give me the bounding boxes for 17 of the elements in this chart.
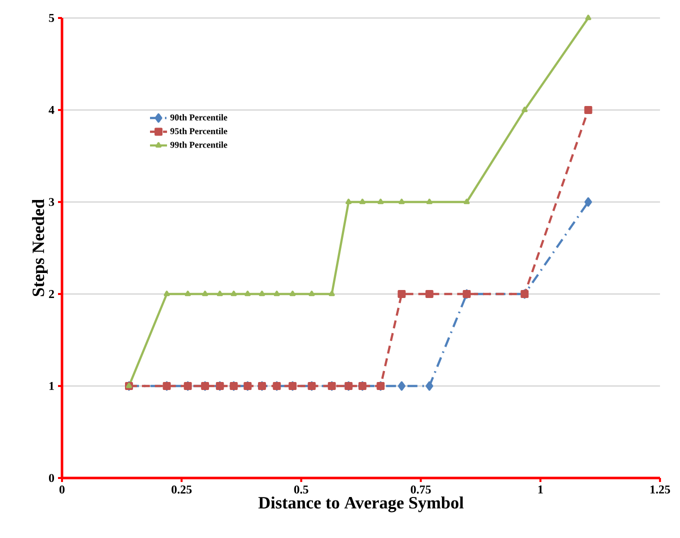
legend-label: 95th Percentile: [170, 128, 228, 134]
y-tick-label: 1: [49, 382, 54, 390]
y-tick-label: 5: [49, 14, 54, 22]
x-axis-title: Distance to Average Symbol: [258, 496, 464, 512]
y-tick-label: 2: [49, 290, 54, 298]
y-tick-label: 4: [48, 106, 54, 114]
y-axis-title: Steps Needed: [32, 199, 48, 296]
x-tick-label: 1: [538, 485, 543, 494]
y-tick-label: 0: [48, 474, 54, 482]
legend-label: 99th Percentile: [170, 142, 228, 148]
y-tick-label: 3: [48, 198, 54, 206]
x-tick-label: 0.5: [294, 485, 308, 494]
x-tick-label: 0: [59, 485, 65, 494]
x-tick-label: 1.25: [650, 485, 670, 494]
legend-label: 90th Percentile: [170, 114, 228, 120]
x-tick-label: 0.25: [172, 485, 192, 494]
x-tick-label: 0.75: [410, 485, 431, 494]
